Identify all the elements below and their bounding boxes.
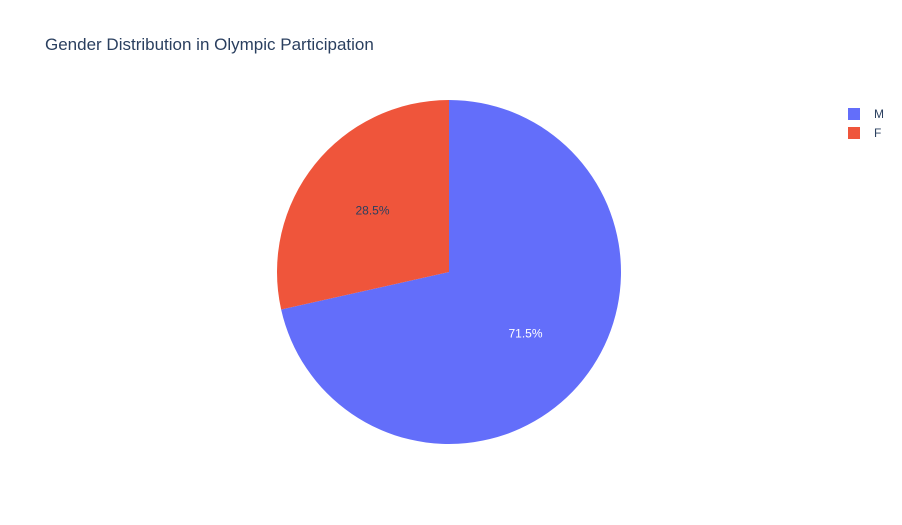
legend: MF	[848, 107, 884, 140]
legend-swatch-m	[848, 108, 860, 120]
pie-slice-labels: 71.5% 28.5%	[355, 204, 542, 341]
legend-label-m: M	[874, 107, 884, 121]
legend-label-f: F	[874, 126, 881, 140]
pie-slice-f[interactable]	[276, 100, 449, 310]
legend-swatch-f	[848, 127, 860, 139]
chart-title: Gender Distribution in Olympic Participa…	[45, 35, 374, 54]
pie-slice-m[interactable]	[281, 100, 621, 444]
legend-item-f[interactable]: F	[848, 126, 881, 140]
legend-item-m[interactable]: M	[848, 107, 884, 121]
slice-label-f: 28.5%	[355, 204, 389, 218]
slice-label-m: 71.5%	[508, 326, 542, 340]
pie-slices	[276, 100, 621, 444]
